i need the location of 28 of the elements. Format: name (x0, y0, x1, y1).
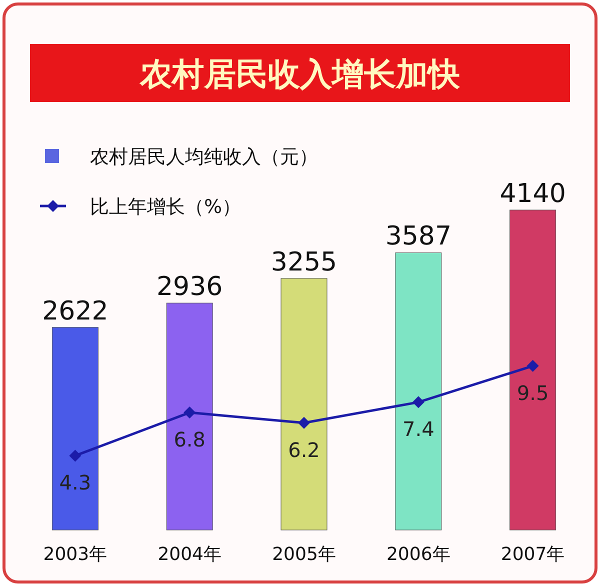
point (526, 360, 539, 372)
bar (395, 252, 442, 530)
bar (52, 327, 98, 530)
point (412, 396, 424, 408)
point (184, 406, 196, 419)
bar (166, 302, 213, 530)
x-tick-label: 2004年 (158, 544, 222, 565)
x-tick-label: 2007年 (500, 544, 565, 565)
point (69, 450, 82, 462)
data-label: 6.8 (174, 428, 206, 452)
data-label: 7.4 (402, 417, 434, 442)
chart-title: 农村居民收入增长加快 (139, 55, 461, 93)
bar (510, 210, 556, 530)
x-tick-label: 2003年 (43, 544, 108, 565)
data-label: 6.2 (288, 438, 320, 462)
data-label: 4140 (500, 179, 566, 209)
x-tick-label: 2006年 (386, 544, 450, 565)
data-label: 3587 (385, 222, 452, 252)
data-label: 3255 (270, 247, 338, 278)
data-label: 2622 (42, 296, 108, 326)
legend-label: 比上年增长（%） (90, 196, 242, 218)
data-label: 4.3 (59, 470, 92, 495)
bar (280, 278, 328, 530)
data-label: 2936 (156, 272, 223, 302)
x-tick-label: 2005年 (272, 544, 336, 565)
point (298, 416, 310, 429)
data-label: 9.5 (516, 380, 549, 405)
legend-label: 农村居民人均纯收入（元） (90, 146, 318, 168)
